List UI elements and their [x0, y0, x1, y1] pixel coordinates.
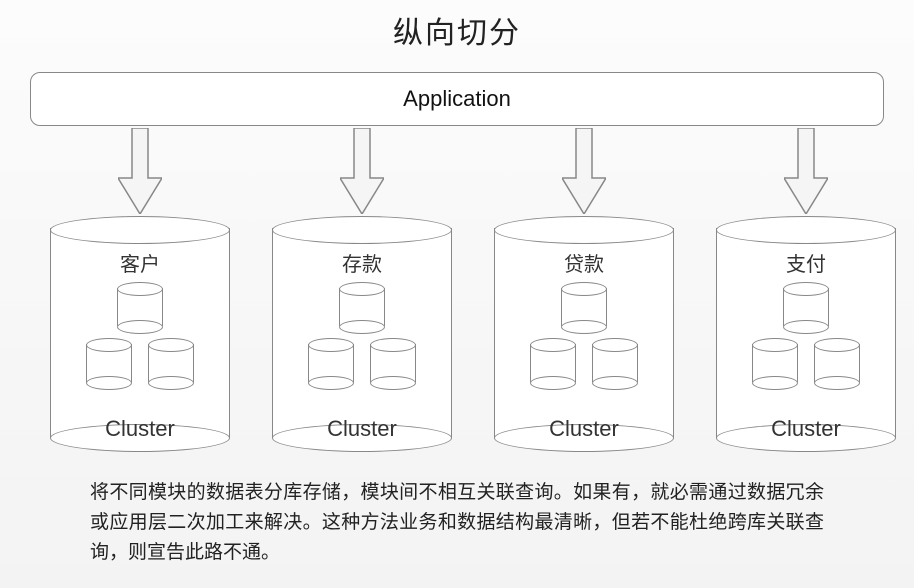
table-cylinder-icon — [561, 282, 607, 332]
cluster-label: Cluster — [494, 416, 674, 442]
diagram-canvas: 纵向切分 Application 客户 Cluster 存款 Cluster 贷款 Clu… — [0, 0, 914, 588]
cylinder-top — [716, 216, 896, 244]
table-cylinder-icon — [752, 338, 798, 388]
diagram-title: 纵向切分 — [0, 8, 914, 52]
cluster-cylinder: 存款 Cluster — [272, 216, 452, 456]
cluster-label: Cluster — [716, 416, 896, 442]
cylinder-top — [494, 216, 674, 244]
arrow-down-icon — [118, 128, 162, 214]
table-cylinder-icon — [148, 338, 194, 388]
description-text: 将不同模块的数据表分库存储，模块间不相互关联查询。如果有，就必需通过数据冗余或应… — [90, 478, 824, 568]
table-cylinder-icon — [592, 338, 638, 388]
cylinder-top — [272, 216, 452, 244]
arrow-down-icon — [562, 128, 606, 214]
cluster-name: 贷款 — [494, 248, 674, 277]
table-cylinder-icon — [783, 282, 829, 332]
table-cylinder-icon — [308, 338, 354, 388]
arrow-down-icon — [340, 128, 384, 214]
table-cylinder-icon — [86, 338, 132, 388]
table-cylinder-icon — [117, 282, 163, 332]
cluster-cylinder: 客户 Cluster — [50, 216, 230, 456]
application-label: Application — [403, 86, 511, 111]
cylinder-top — [50, 216, 230, 244]
table-cylinder-icon — [530, 338, 576, 388]
table-cylinder-icon — [339, 282, 385, 332]
cluster-label: Cluster — [50, 416, 230, 442]
table-cylinder-icon — [814, 338, 860, 388]
arrow-down-icon — [784, 128, 828, 214]
application-box: Application — [30, 72, 884, 126]
cluster-cylinder: 支付 Cluster — [716, 216, 896, 456]
table-cylinder-icon — [370, 338, 416, 388]
cluster-cylinder: 贷款 Cluster — [494, 216, 674, 456]
cluster-name: 存款 — [272, 248, 452, 277]
cluster-label: Cluster — [272, 416, 452, 442]
cluster-name: 客户 — [50, 248, 230, 277]
cluster-name: 支付 — [716, 248, 896, 277]
